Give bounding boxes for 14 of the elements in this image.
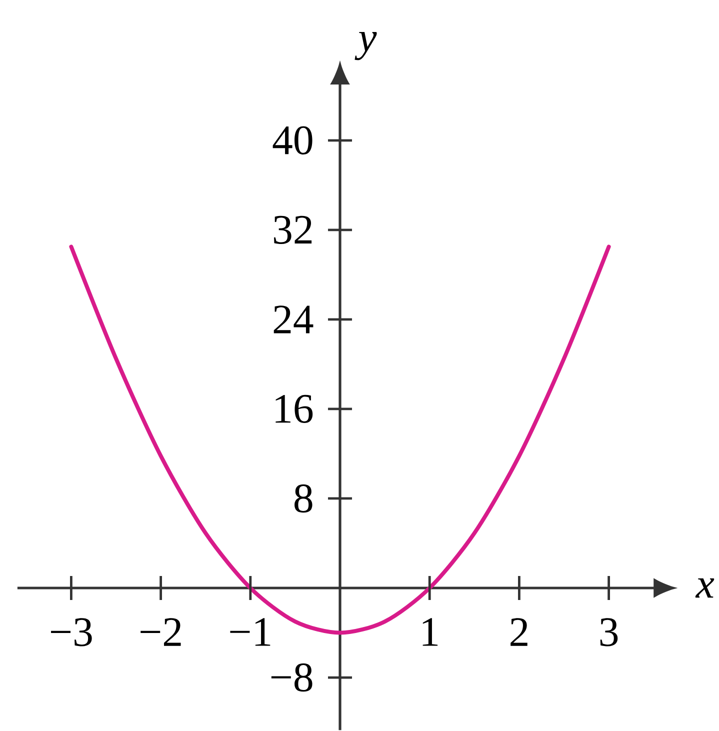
x-tick-label: −3 <box>51 618 92 646</box>
x-tick-label: 2 <box>510 618 528 646</box>
x-tick-label: −1 <box>230 618 270 646</box>
y-tick-label: 8 <box>294 484 312 513</box>
x-axis-title: x <box>695 578 714 598</box>
x-tick-label: 3 <box>600 618 618 646</box>
y-tick-label: 24 <box>274 306 314 334</box>
x-tick-label: 1 <box>422 618 438 646</box>
y-tick-label: 40 <box>272 126 312 155</box>
y-tick-label: 16 <box>276 394 313 424</box>
y-tick-label: −8 <box>271 663 312 692</box>
y-tick-label: 32 <box>274 216 312 244</box>
y-axis-title: y <box>354 32 377 60</box>
x-tick-label: −2 <box>140 618 181 646</box>
